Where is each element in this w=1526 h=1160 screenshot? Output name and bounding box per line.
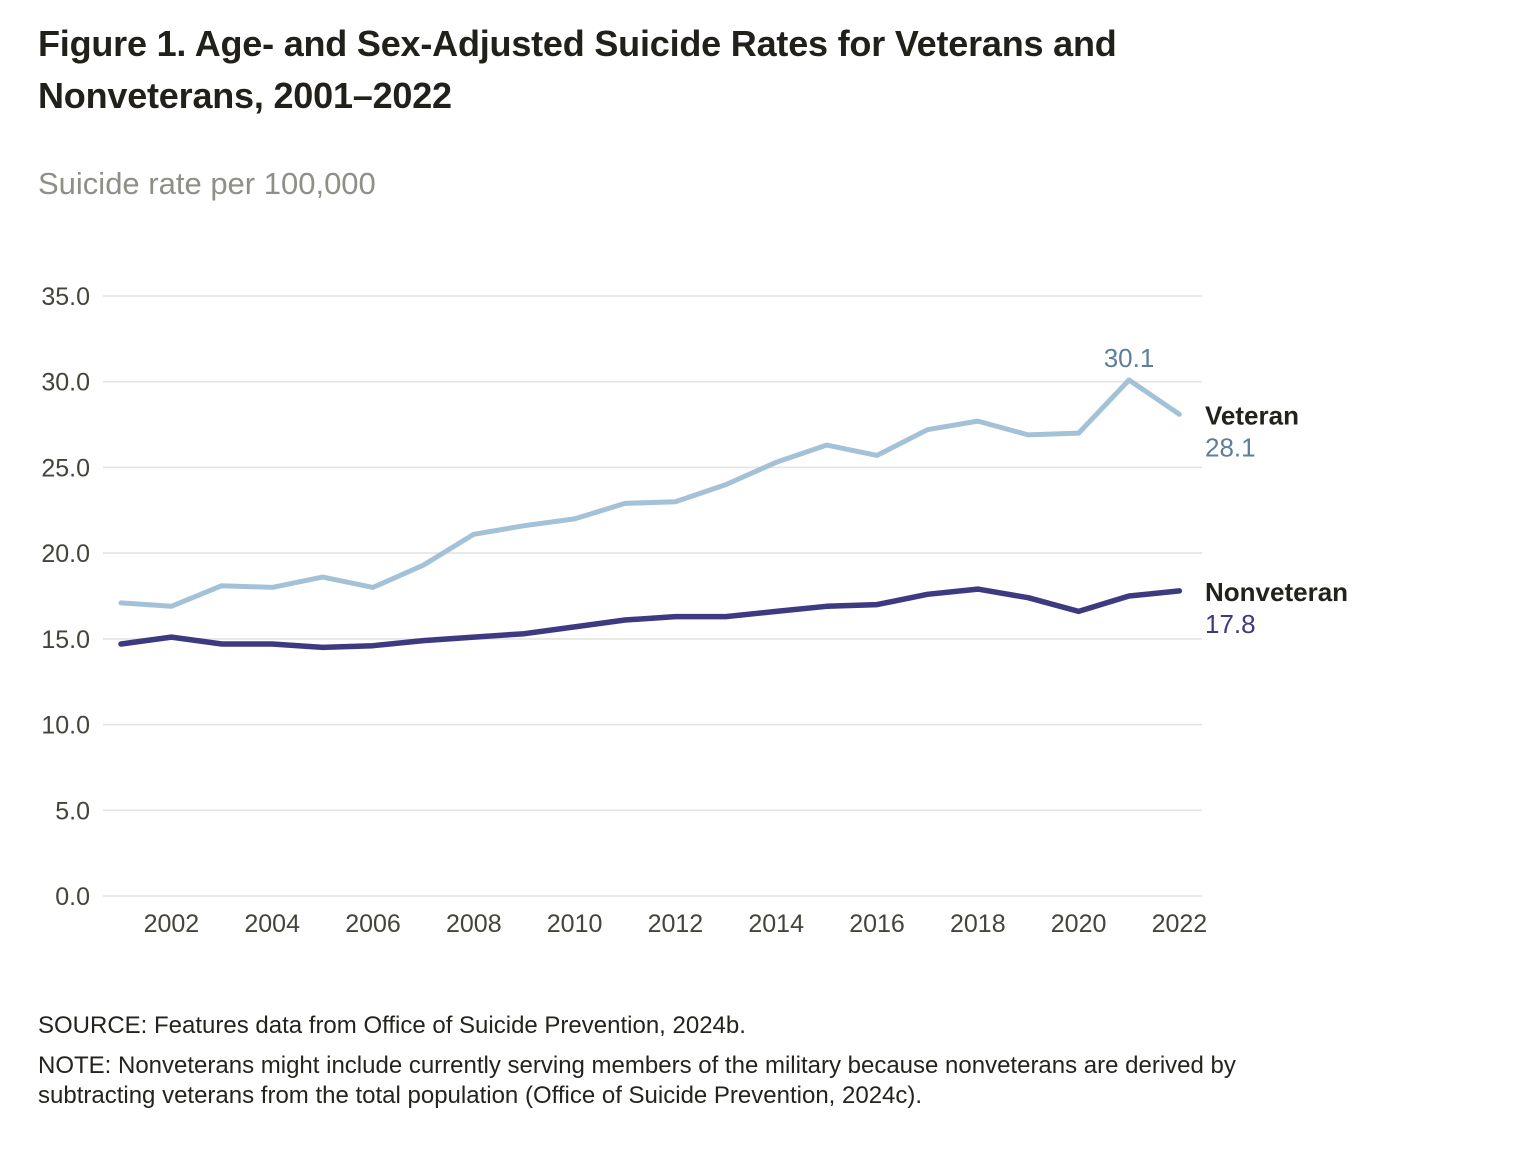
y-tick-label: 0.0 (55, 883, 90, 911)
x-tick-label: 2010 (547, 910, 603, 938)
x-tick-label: 2016 (849, 910, 905, 938)
veteran-line (118, 377, 1182, 609)
x-tick-label: 2022 (1152, 910, 1208, 938)
veteran-end-value-label: 28.1 (1205, 432, 1256, 462)
note-text: NOTE: Nonveterans might include currentl… (38, 1052, 1236, 1109)
x-tick-label: 2004 (244, 910, 300, 938)
nonveteran-series-label: Nonveteran (1205, 577, 1348, 607)
x-tick-label: 2012 (648, 910, 704, 938)
veteran-series-label: Veteran (1205, 400, 1299, 430)
y-tick-label: 10.0 (41, 712, 90, 740)
x-tick-label: 2006 (345, 910, 401, 938)
x-tick-label: 2002 (144, 910, 200, 938)
x-tick-label: 2014 (748, 910, 804, 938)
y-tick-label: 20.0 (41, 540, 90, 568)
peak-value-annotation: 30.1 (1104, 343, 1155, 373)
y-tick-label: 35.0 (41, 283, 90, 311)
figure-title: Figure 1. Age- and Sex-Adjusted Suicide … (38, 23, 1117, 116)
y-tick-label: 5.0 (55, 797, 90, 825)
x-tick-label: 2020 (1051, 910, 1107, 938)
y-tick-label: 15.0 (41, 626, 90, 654)
nonveteran-line (118, 586, 1183, 651)
line-chart: 0.0 5.0 10.0 15.0 20.0 25.0 30.0 35.0 2002 2004 20… (41, 283, 1348, 938)
y-tick-label: 30.0 (41, 369, 90, 397)
y-tick-label: 25.0 (41, 454, 90, 482)
x-tick-label: 2018 (950, 910, 1006, 938)
source-text: SOURCE: Features data from Office of Sui… (38, 1012, 746, 1039)
y-axis-unit-label: Suicide rate per 100,000 (38, 166, 376, 201)
nonveteran-end-value-label: 17.8 (1205, 609, 1256, 639)
x-tick-label: 2008 (446, 910, 502, 938)
